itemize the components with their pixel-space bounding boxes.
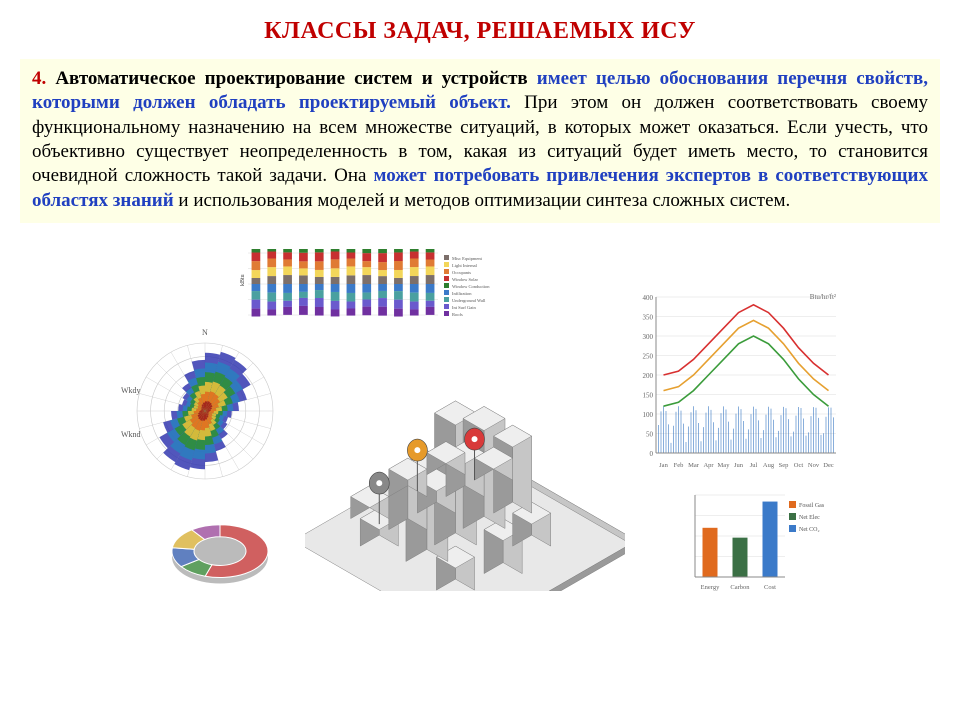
svg-text:kBtu: kBtu bbox=[240, 274, 246, 286]
svg-text:Energy: Energy bbox=[701, 584, 720, 591]
svg-text:200: 200 bbox=[643, 372, 654, 380]
svg-text:250: 250 bbox=[643, 352, 654, 360]
svg-text:Feb: Feb bbox=[674, 462, 684, 469]
svg-text:Dec: Dec bbox=[823, 462, 834, 469]
svg-text:Jul: Jul bbox=[750, 462, 758, 469]
svg-text:100: 100 bbox=[643, 411, 654, 419]
svg-text:Window Conduction: Window Conduction bbox=[452, 284, 490, 289]
svg-text:Jun: Jun bbox=[734, 462, 744, 469]
composite-figure: Misc Equipment Light Internal Occupants Win… bbox=[110, 241, 850, 601]
svg-text:300: 300 bbox=[643, 333, 654, 341]
svg-text:50: 50 bbox=[646, 430, 654, 438]
svg-text:Carbon: Carbon bbox=[730, 584, 750, 591]
svg-text:Jan: Jan bbox=[659, 462, 668, 469]
svg-text:Wkdy: Wkdy bbox=[121, 386, 141, 395]
svg-text:Fossil Gas: Fossil Gas bbox=[799, 503, 825, 509]
body-paragraph: 4. Автоматическое проектирование систем … bbox=[20, 59, 940, 223]
svg-text:Nov: Nov bbox=[808, 462, 820, 469]
isometric-city-illustration bbox=[305, 311, 625, 591]
small-bar-chart: Energy Carbon Cost Fossil Gas Net Elec Net CO… bbox=[665, 491, 835, 591]
donut-chart bbox=[167, 514, 273, 588]
para-number: 4. bbox=[32, 68, 46, 89]
svg-text:Oct: Oct bbox=[794, 462, 804, 469]
svg-text:Aug: Aug bbox=[763, 462, 775, 469]
svg-text:Underground Wall: Underground Wall bbox=[452, 298, 486, 303]
line-chart: 0 50 100 150 200 250 300 350 400 Btu/hr/ft² Jan Feb… bbox=[630, 291, 840, 471]
svg-text:Net Elec: Net Elec bbox=[799, 515, 820, 521]
svg-text:350: 350 bbox=[643, 313, 654, 321]
svg-text:N: N bbox=[202, 328, 208, 337]
svg-text:150: 150 bbox=[643, 391, 654, 399]
polar-chart: Wkdy Wknd N bbox=[117, 323, 293, 499]
svg-text:Infiltration: Infiltration bbox=[452, 291, 472, 296]
para-seg1: Автоматическое проектирование систем и у… bbox=[46, 68, 537, 89]
svg-text:Window Solar: Window Solar bbox=[452, 277, 478, 282]
svg-text:Int Surf Gain: Int Surf Gain bbox=[452, 305, 476, 310]
para-seg5: и использования моделей и методов оптими… bbox=[174, 190, 791, 211]
svg-text:Light Internal: Light Internal bbox=[452, 263, 478, 268]
svg-text:0: 0 bbox=[650, 450, 654, 458]
svg-text:Occupants: Occupants bbox=[452, 270, 471, 275]
svg-text:Cost: Cost bbox=[764, 584, 776, 591]
svg-text:Wknd: Wknd bbox=[121, 430, 141, 439]
svg-text:Mar: Mar bbox=[688, 462, 700, 469]
svg-text:400: 400 bbox=[643, 294, 654, 302]
slide-title: КЛАССЫ ЗАДАЧ, РЕШАЕМЫХ ИСУ bbox=[20, 18, 940, 45]
svg-text:Apr: Apr bbox=[703, 462, 714, 469]
svg-text:Net CO₂: Net CO₂ bbox=[799, 527, 820, 533]
svg-text:Btu/hr/ft²: Btu/hr/ft² bbox=[810, 293, 836, 301]
svg-text:Sep: Sep bbox=[779, 462, 789, 469]
svg-text:Misc Equipment: Misc Equipment bbox=[452, 256, 483, 261]
svg-text:May: May bbox=[718, 462, 731, 469]
